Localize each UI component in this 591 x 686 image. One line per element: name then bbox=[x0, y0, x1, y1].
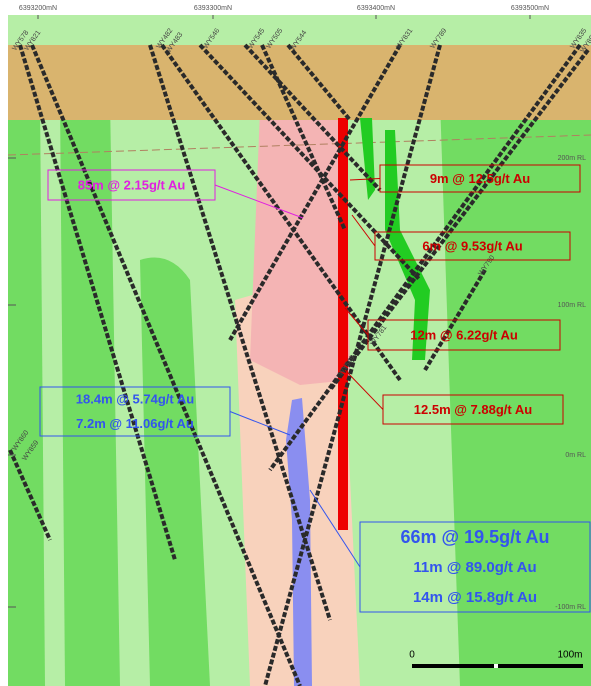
scale-bar-tick bbox=[494, 664, 498, 668]
intercept-box bbox=[374, 231, 571, 261]
intercept-box bbox=[47, 169, 216, 201]
green-unit bbox=[8, 100, 45, 686]
northing-label: 6393500mN bbox=[511, 5, 549, 12]
drillhole bbox=[263, 44, 442, 686]
intercept-box bbox=[379, 164, 581, 193]
northing-label: 6393200mN bbox=[19, 5, 57, 12]
drillhole bbox=[198, 43, 422, 282]
drillhole bbox=[260, 44, 347, 231]
drillhole bbox=[148, 44, 332, 621]
elevation-label: 100m RL bbox=[558, 302, 587, 309]
drillhole bbox=[228, 44, 402, 341]
green-lode bbox=[360, 118, 430, 360]
intercept-text: 11m @ 89.0g/t Au bbox=[413, 559, 536, 576]
leader bbox=[349, 178, 381, 181]
leader bbox=[309, 489, 361, 568]
drillhole bbox=[268, 43, 582, 472]
intercept-box bbox=[39, 386, 231, 437]
intercept-text: 7.2m @ 11.06g/t Au bbox=[76, 416, 194, 431]
drillhole bbox=[243, 43, 382, 192]
intercept-text: 66m @ 19.5g/t Au bbox=[401, 527, 550, 547]
drillhole-label: WY807 bbox=[579, 31, 591, 54]
intercept-text: 14m @ 15.8g/t Au bbox=[413, 589, 537, 606]
green-unit bbox=[60, 100, 120, 686]
red-lode bbox=[338, 118, 348, 530]
green-unit bbox=[440, 100, 591, 686]
leader bbox=[344, 369, 384, 410]
drillhole bbox=[160, 43, 402, 382]
leader bbox=[214, 184, 304, 219]
elevation-label: 0m RL bbox=[565, 452, 586, 459]
intercept-text: 9m @ 12.5g/t Au bbox=[430, 171, 530, 186]
intercept-box bbox=[382, 394, 564, 425]
intercept-box bbox=[367, 319, 561, 351]
scale-start: 0 bbox=[409, 650, 415, 661]
green-unit bbox=[140, 257, 210, 686]
contact bbox=[7, 134, 591, 156]
blue-lode bbox=[286, 398, 312, 686]
drillhole bbox=[286, 43, 352, 122]
leader bbox=[351, 214, 376, 247]
leader bbox=[229, 411, 291, 436]
intercept-text: 85m @ 2.15g/t Au bbox=[78, 177, 186, 192]
drillholes bbox=[8, 43, 590, 686]
northing-label: 6393400mN bbox=[357, 5, 395, 12]
intercept-text: 6m @ 9.53g/t Au bbox=[422, 238, 522, 253]
alteration-zone bbox=[250, 110, 350, 385]
drillhole bbox=[8, 449, 52, 541]
drillhole bbox=[18, 44, 177, 561]
leader bbox=[344, 307, 369, 336]
drillhole bbox=[328, 48, 590, 392]
intercept-text: 12m @ 6.22g/t Au bbox=[410, 327, 518, 342]
drillhole bbox=[30, 44, 302, 686]
elevation-label: 200m RL bbox=[558, 155, 587, 162]
scale-end: 100m bbox=[557, 650, 582, 661]
intercept-text: 18.4m @ 5.74g/t Au bbox=[76, 392, 194, 407]
elevation-label: -100m RL bbox=[555, 604, 586, 611]
intercept-box bbox=[359, 521, 591, 613]
intercept-text: 12.5m @ 7.88g/t Au bbox=[414, 402, 532, 417]
northing-label: 6393300mN bbox=[194, 5, 232, 12]
